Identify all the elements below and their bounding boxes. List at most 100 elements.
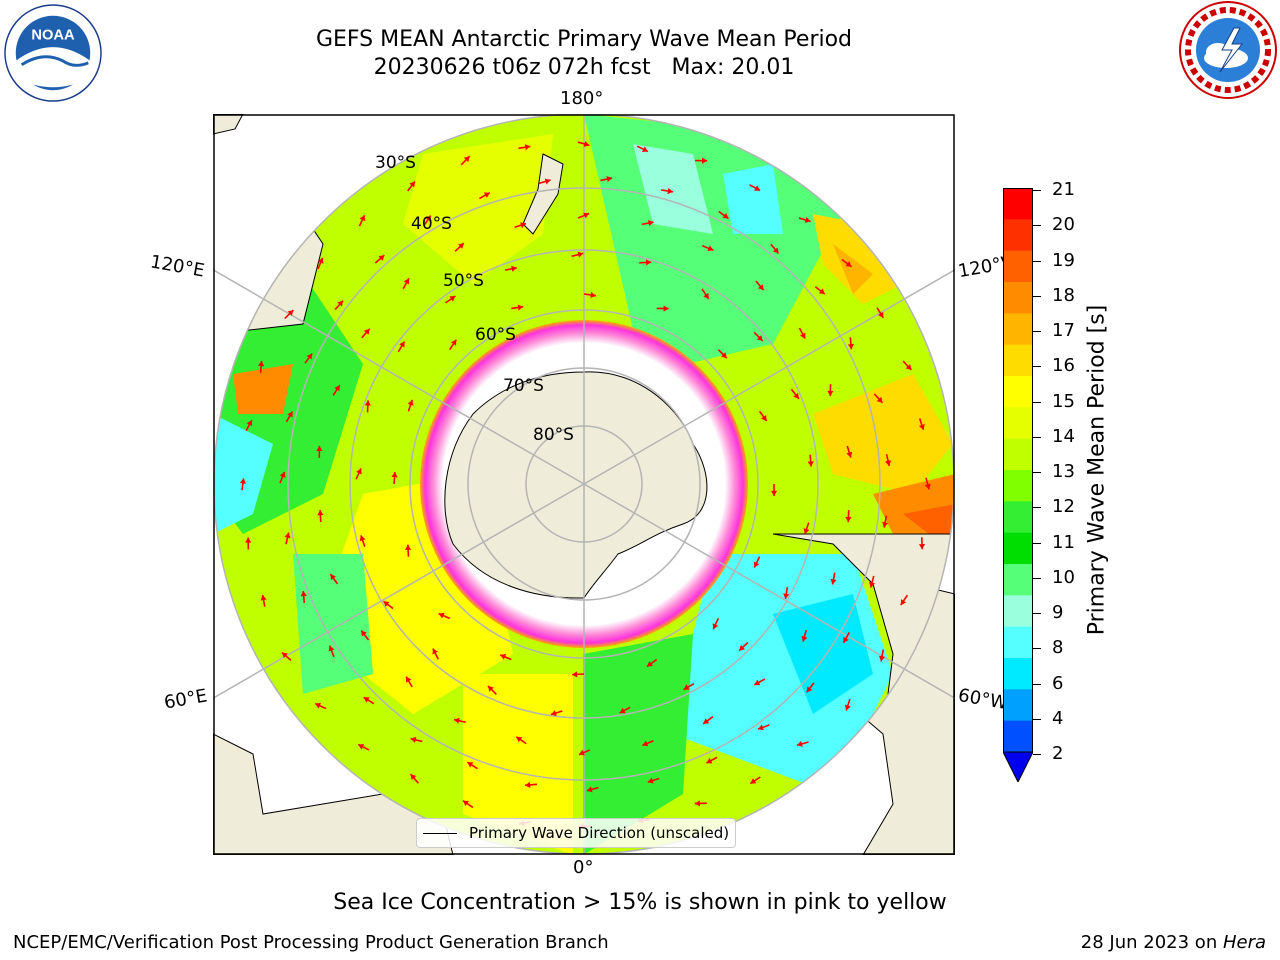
latitude-labels: 30°S 40°S 50°S 60°S 70°S 80°S	[375, 153, 574, 445]
sea-ice-note: Sea Ice Concentration > 15% is shown in …	[333, 890, 947, 915]
wave-direction-arrowhead	[924, 483, 931, 490]
wave-direction-arrowhead	[462, 800, 469, 807]
map-legend: Primary Wave Direction (unscaled)	[416, 818, 737, 848]
wave-direction-arrowhead	[799, 332, 806, 339]
date-text: 28 Jun 2023 on Hera	[1081, 932, 1266, 953]
colorbar-tick-label: 12	[1052, 496, 1075, 518]
wave-direction-arrowhead	[572, 671, 578, 678]
colorbar-segment	[1003, 313, 1033, 346]
wave-direction-arrowhead	[544, 178, 551, 185]
wave-direction-arrowhead	[753, 561, 760, 568]
noaa-logo-text: NOAA	[31, 27, 75, 43]
colorbar-segment	[1003, 689, 1033, 722]
lon-label-60w: 60°W	[956, 684, 1010, 715]
colorbar-tick-label: 4	[1052, 707, 1064, 729]
wave-direction-arrowhead	[550, 710, 557, 717]
wave-direction-arrowhead	[844, 704, 851, 711]
wave-direction-arrowhead	[287, 411, 293, 418]
lon-label-60e: 60°E	[162, 685, 209, 714]
wave-direction-arrowhead	[432, 648, 439, 655]
noaa-logo: NOAA	[4, 4, 102, 102]
wave-direction-arrowhead	[846, 451, 853, 458]
wave-direction-arrowhead	[757, 284, 764, 291]
chart-subtitle: 20230626 t06z 072h fcst Max: 20.01	[373, 55, 795, 80]
colorbar-tick-mark	[1033, 366, 1041, 368]
wave-direction-arrowhead	[772, 247, 779, 254]
wave-direction-arrowhead	[525, 781, 531, 788]
colorbar-tick-mark	[1033, 542, 1041, 544]
colorbar-tick-label: 20	[1052, 214, 1075, 236]
colorbar-segment	[1003, 564, 1033, 596]
wave-direction-arrowhead	[306, 353, 313, 360]
lat-label-40s: 40°S	[411, 214, 452, 234]
wave-direction-arrowhead	[457, 243, 464, 249]
wave-direction-arrowhead	[758, 724, 764, 731]
wave-direction-arrowhead	[619, 707, 626, 714]
wave-direction-arrowhead	[583, 140, 590, 147]
lat-label-30s: 30°S	[375, 153, 416, 173]
wave-direction-arrowhead	[918, 424, 925, 430]
legend-line-icon	[423, 832, 457, 834]
wave-direction-arrowhead	[722, 213, 729, 219]
wave-direction-arrowhead	[606, 176, 613, 183]
wave-direction-arrowhead	[683, 684, 690, 690]
wave-direction-arrowhead	[586, 786, 593, 793]
wave-direction-arrowhead	[358, 744, 365, 750]
colorbar-tick-label: 2	[1052, 743, 1064, 764]
wave-direction-arrowhead	[739, 644, 746, 651]
colorbar-tick-label: 18	[1052, 284, 1075, 306]
wave-direction-arrowhead	[804, 216, 811, 223]
meridian-line	[213, 483, 585, 700]
colorbar-tick-label: 9	[1052, 602, 1064, 623]
colorbar-tick-label: 19	[1052, 249, 1075, 271]
wave-direction-arrowhead	[882, 521, 889, 528]
lat-label-60s: 60°S	[475, 325, 516, 345]
colorbar-tick-mark	[1033, 613, 1041, 614]
wave-direction-arrowhead	[847, 343, 854, 350]
lat-label-50s: 50°S	[443, 271, 484, 291]
wave-direction-arrows	[239, 140, 931, 830]
colorbar-segment	[1003, 188, 1033, 220]
colorbar-extend-arrow	[1003, 751, 1033, 782]
wave-direction-arrowhead	[918, 544, 926, 550]
wave-direction-arrowhead	[399, 341, 405, 348]
wave-direction-arrowhead	[337, 300, 344, 307]
colorbar	[1003, 188, 1033, 782]
wave-direction-arrowhead	[328, 645, 335, 652]
colorbar-tick-mark	[1033, 577, 1041, 579]
wave-direction-arrowhead	[900, 599, 907, 606]
colorbar-tick-mark	[1033, 190, 1041, 191]
colorbar-tick-mark	[1033, 436, 1041, 438]
colorbar-segment	[1003, 470, 1033, 502]
wave-direction-arrowhead	[878, 655, 886, 662]
wave-direction-arrowhead	[407, 399, 414, 406]
wave-direction-arrowhead	[334, 385, 340, 392]
nws-logo	[1179, 1, 1277, 99]
wave-direction-arrowhead	[578, 749, 585, 756]
colorbar-segment	[1003, 501, 1033, 534]
wave-direction-arrowhead	[806, 686, 813, 693]
colorbar-segment	[1003, 376, 1033, 408]
wave-direction-arrowhead	[646, 661, 653, 667]
lat-label-70s: 70°S	[503, 376, 544, 396]
wave-direction-arrowhead	[300, 591, 307, 597]
wave-direction-arrowhead	[363, 328, 370, 335]
colorbar-tick-mark	[1033, 295, 1041, 297]
wave-direction-arrowhead	[642, 740, 649, 747]
colorbar-tick-mark	[1033, 260, 1041, 262]
lat-label-80s: 80°S	[533, 425, 574, 445]
meridian-line	[583, 268, 955, 485]
wave-direction-arrowhead	[830, 578, 837, 585]
wave-direction-arrowhead	[316, 445, 323, 452]
legend-label: Primary Wave Direction (unscaled)	[469, 824, 730, 842]
meridian-line	[583, 483, 955, 700]
colorbar-segment	[1003, 658, 1033, 690]
wave-direction-arrowhead	[391, 472, 398, 478]
wave-direction-arrowhead	[281, 652, 288, 659]
wave-direction-arrowhead	[517, 304, 524, 311]
wave-direction-arrowhead	[516, 736, 523, 743]
wave-direction-arrowhead	[783, 593, 790, 599]
wave-direction-arrowhead	[405, 544, 412, 551]
wave-direction-arrowhead	[511, 265, 517, 272]
wave-direction-arrowhead	[487, 685, 494, 692]
